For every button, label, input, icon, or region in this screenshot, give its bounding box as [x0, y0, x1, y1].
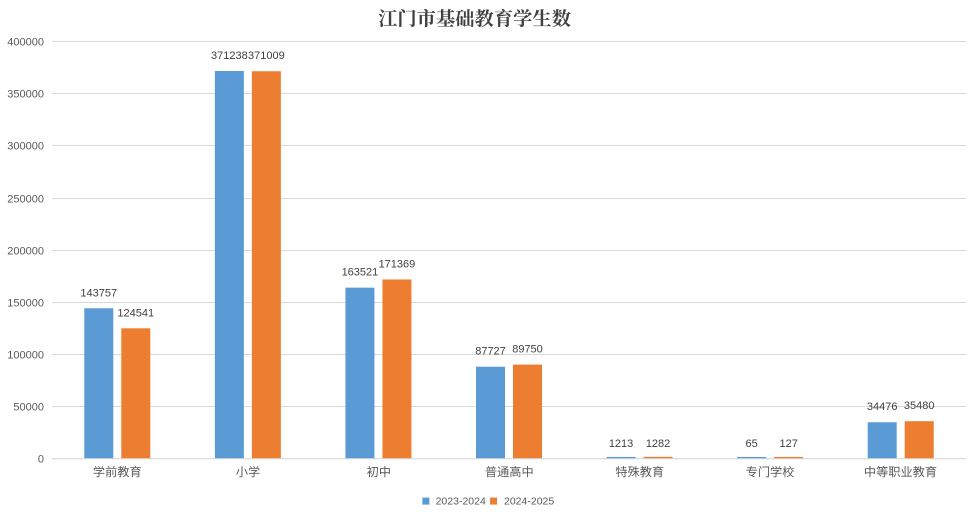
- svg-text:163521: 163521: [342, 267, 379, 279]
- svg-text:250000: 250000: [7, 193, 44, 205]
- svg-text:200000: 200000: [7, 245, 44, 257]
- svg-text:371009: 371009: [248, 50, 285, 62]
- svg-text:300000: 300000: [7, 140, 44, 152]
- svg-text:1213: 1213: [609, 438, 633, 450]
- svg-text:65: 65: [746, 438, 758, 450]
- svg-text:350000: 350000: [7, 88, 44, 100]
- svg-text:124541: 124541: [117, 307, 154, 319]
- svg-text:100000: 100000: [7, 349, 44, 361]
- svg-text:171369: 171369: [379, 258, 416, 270]
- svg-text:89750: 89750: [512, 344, 543, 356]
- svg-text:35480: 35480: [904, 400, 935, 412]
- svg-text:50000: 50000: [13, 401, 44, 413]
- svg-text:127: 127: [779, 438, 797, 450]
- svg-text:2023-2024: 2023-2024: [436, 496, 486, 508]
- svg-text:34476: 34476: [867, 401, 898, 413]
- svg-text:400000: 400000: [7, 36, 44, 48]
- svg-text:0: 0: [38, 453, 44, 465]
- svg-text:371238: 371238: [211, 50, 248, 62]
- svg-text:143757: 143757: [80, 287, 117, 299]
- svg-text:150000: 150000: [7, 297, 44, 309]
- svg-text:87727: 87727: [475, 346, 506, 358]
- svg-text:1282: 1282: [646, 438, 670, 450]
- svg-text:2024-2025: 2024-2025: [504, 496, 554, 508]
